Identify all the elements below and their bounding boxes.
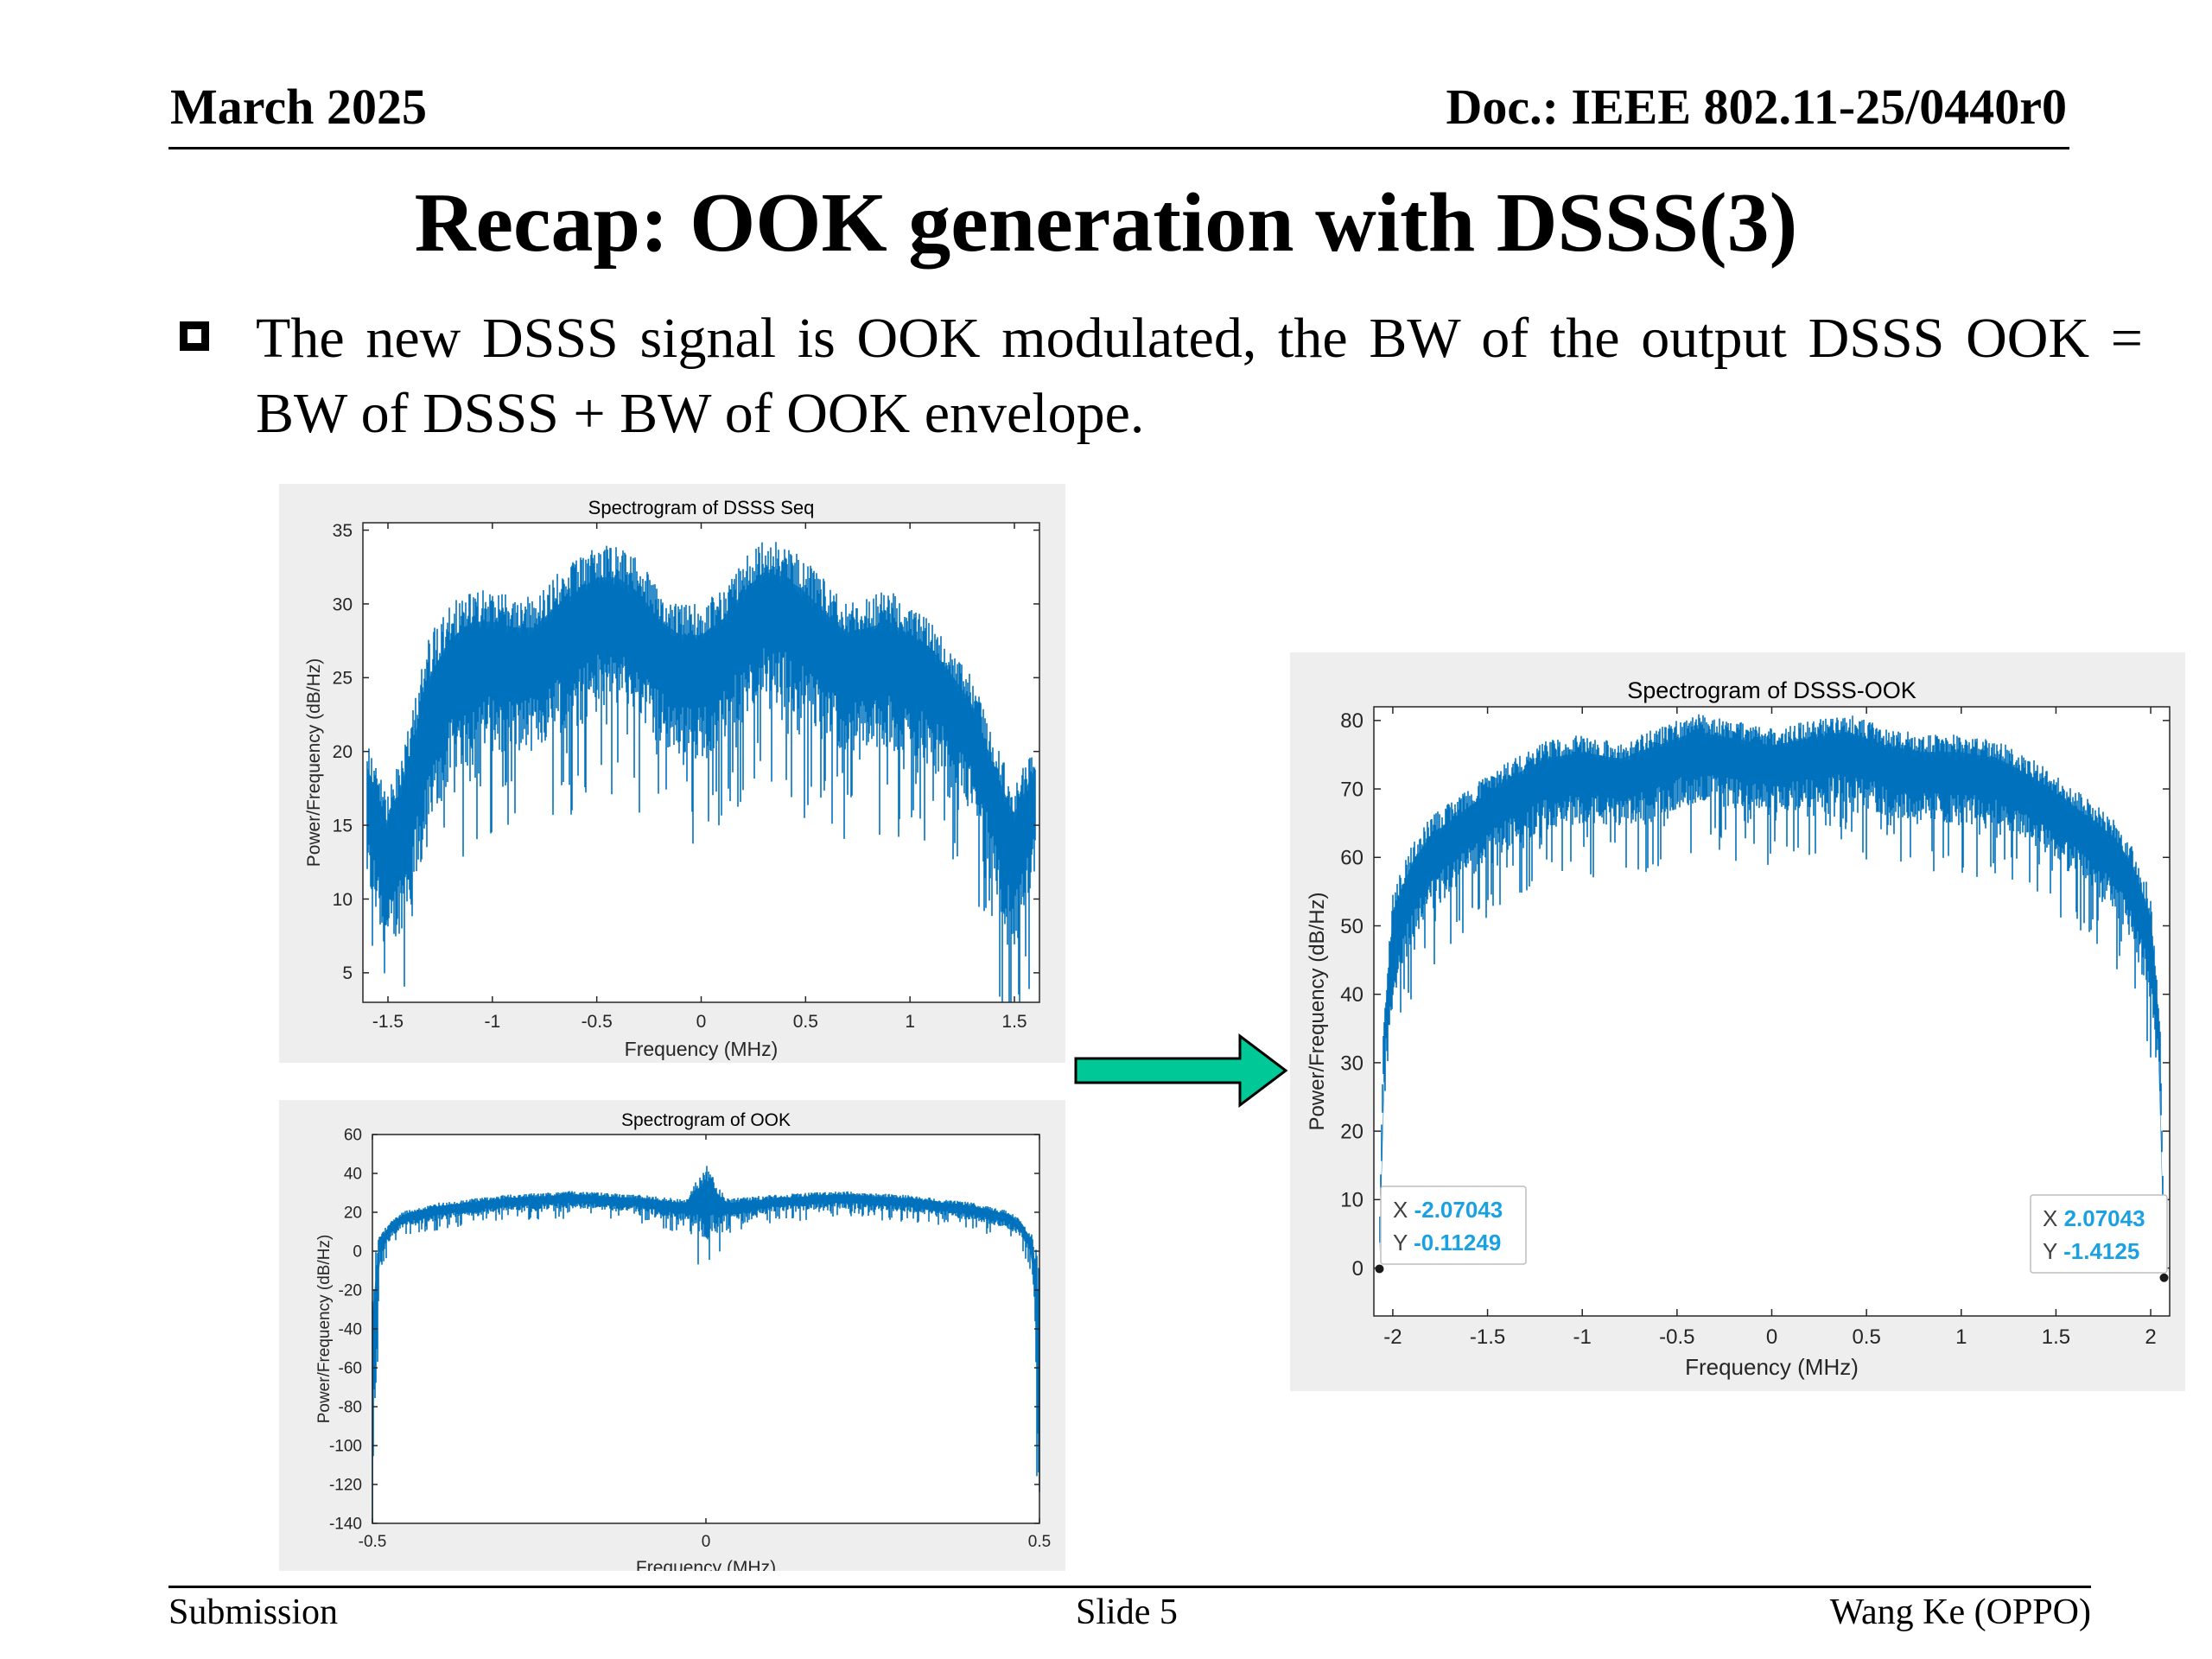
y-tick-label: -120 xyxy=(329,1477,362,1495)
y-tick-label: 5 xyxy=(342,963,353,983)
datatip-y-value: -0.11249 xyxy=(1414,1230,1501,1255)
datatip-x-value: 2.07043 xyxy=(2064,1205,2145,1231)
chart-ook: -0.5 0 0.5 -140 -120 -100 -80 -60 -40 -20 0 20 40 60 S… xyxy=(279,1100,1065,1571)
y-tick-label: 20 xyxy=(344,1205,362,1223)
y-tick-label: -20 xyxy=(339,1282,362,1300)
y-tick-label: 50 xyxy=(1340,915,1363,938)
chart-dsss-ook-svg: -2 -1.5 -1 -0.5 0 0.5 1 1.5 201020304050607080Sp… xyxy=(1306,677,2171,1380)
chart-title: Spectrogram of DSSS-OOK xyxy=(1627,677,1916,703)
datatip-x-row: X 2.07043 xyxy=(2043,1205,2145,1231)
x-tick-label: -0.5 xyxy=(359,1533,387,1551)
header-doc-id: Doc.: IEEE 802.11-25/0440r0 xyxy=(1446,79,2067,135)
x-tick-label: -1.5 xyxy=(372,1012,404,1032)
y-tick-label: -80 xyxy=(339,1399,362,1417)
datatip-marker xyxy=(1375,1264,1384,1274)
datatip-y-row: Y -1.4125 xyxy=(2043,1238,2139,1264)
y-tick-label: 10 xyxy=(333,890,353,910)
x-tick-label: 1.5 xyxy=(1001,1012,1027,1032)
datatip-x-row: X -2.07043 xyxy=(1393,1197,1503,1223)
x-tick-label: 1.5 xyxy=(2042,1325,2070,1349)
header-date: March 2025 xyxy=(170,79,427,135)
series-signal xyxy=(1379,714,2164,1253)
y-tick-label: 70 xyxy=(1340,778,1363,801)
datatip-x-value: -2.07043 xyxy=(1414,1197,1503,1223)
chart-dsss-seq-svg: -1.5 -1 -0.5 0 0.5 1 1.5 5 10 15 20 25 30 35 Spectrogr… xyxy=(304,497,1040,1060)
footer-submission: Submission xyxy=(168,1592,339,1632)
datatip-y-value: -1.4125 xyxy=(2063,1238,2139,1264)
y-axis-label: Power/Frequency (dB/Hz) xyxy=(315,1235,334,1424)
signal-core-band xyxy=(366,572,1036,881)
y-tick-label: 35 xyxy=(333,521,353,541)
x-tick-label: -1 xyxy=(484,1012,500,1032)
x-tick-label: -2 xyxy=(1383,1325,1402,1349)
x-tick-label: 0.5 xyxy=(1028,1533,1051,1551)
chart-ook-svg: -0.5 0 0.5 -140 -120 -100 -80 -60 -40 -20 0 20 40 60 S… xyxy=(315,1110,1051,1571)
y-axis-label: Power/Frequency (dB/Hz) xyxy=(304,658,324,868)
y-tick-label: 20 xyxy=(333,742,353,762)
bullet-square-icon xyxy=(180,321,209,351)
datatip-y-label: Y xyxy=(2043,1238,2063,1264)
y-tick-label: 15 xyxy=(333,816,353,836)
y-tick-label: 40 xyxy=(1340,983,1363,1007)
datatip-box xyxy=(2030,1194,2168,1274)
y-tick-label: 30 xyxy=(333,594,353,614)
footer-divider xyxy=(168,1586,2091,1588)
chart-dsss-seq: -1.5 -1 -0.5 0 0.5 1 1.5 5 10 15 20 25 30 35 Spectrogr… xyxy=(279,484,1065,1063)
y-tick-label: 40 xyxy=(344,1166,362,1184)
footer-author: Wang Ke (OPPO) xyxy=(1829,1592,2091,1632)
y-tick-label: 60 xyxy=(344,1127,362,1145)
x-tick-label: -1 xyxy=(1573,1325,1592,1349)
y-tick-label: 60 xyxy=(1340,847,1363,870)
x-axis-label: Frequency (MHz) xyxy=(625,1038,779,1060)
y-tick-label: 0 xyxy=(1352,1257,1363,1281)
datatip-y-row: Y -0.11249 xyxy=(1393,1230,1501,1255)
x-tick-label: 0.5 xyxy=(1852,1325,1880,1349)
y-tick-label: -100 xyxy=(329,1438,362,1456)
y-tick-label: 30 xyxy=(1340,1052,1363,1075)
chart-title: Spectrogram of OOK xyxy=(621,1110,791,1130)
x-tick-label: 1 xyxy=(905,1012,915,1032)
chart-title: Spectrogram of DSSS Seq xyxy=(588,497,815,518)
series-signal xyxy=(366,542,1036,1002)
header-divider xyxy=(168,147,2069,149)
y-tick-label: 80 xyxy=(1340,709,1363,733)
x-tick-label: 0 xyxy=(696,1012,707,1032)
chart-dsss-ook: -2 -1.5 -1 -0.5 0 0.5 1 1.5 2 0 10 20 30 40 50 60 70 80 Sp… xyxy=(1290,652,2185,1391)
x-axis-label: Frequency (MHz) xyxy=(636,1558,776,1571)
datatip-y-label: Y xyxy=(1393,1230,1414,1255)
x-tick-label: -0.5 xyxy=(582,1012,613,1032)
y-tick-label: -40 xyxy=(339,1321,362,1339)
x-tick-label: 0 xyxy=(1766,1325,1777,1349)
footer-slide-number: Slide 5 xyxy=(1076,1592,1178,1632)
y-tick-label: -60 xyxy=(339,1360,362,1378)
x-tick-label: 0.5 xyxy=(793,1012,818,1032)
y-tick-label: 20 xyxy=(1340,1121,1363,1144)
x-axis-label: Frequency (MHz) xyxy=(1685,1354,1859,1380)
x-tick-label: -0.5 xyxy=(1659,1325,1694,1349)
x-tick-label: -1.5 xyxy=(1470,1325,1505,1349)
y-axis-label: Power/Frequency (dB/Hz) xyxy=(1306,892,1329,1130)
x-tick-label: 0 xyxy=(702,1533,711,1551)
right-arrow-icon xyxy=(1074,1033,1288,1109)
y-tick-label: 0 xyxy=(353,1243,362,1262)
y-tick-label: -140 xyxy=(329,1516,362,1534)
y-tick-label: 10 xyxy=(1340,1189,1363,1212)
x-tick-label: 1 xyxy=(1955,1325,1967,1349)
datatip-x-label: X xyxy=(1393,1197,1414,1223)
y-tick-label: 25 xyxy=(333,669,353,689)
x-tick-label: 2 xyxy=(2145,1325,2156,1349)
bullet-text: The new DSSS signal is OOK modulated, th… xyxy=(256,307,2143,445)
slide-title: Recap: OOK generation with DSSS(3) xyxy=(414,176,1798,270)
datatip-box xyxy=(1380,1185,1527,1265)
datatip-marker xyxy=(2159,1273,2169,1282)
datatip-x-label: X xyxy=(2043,1205,2064,1231)
